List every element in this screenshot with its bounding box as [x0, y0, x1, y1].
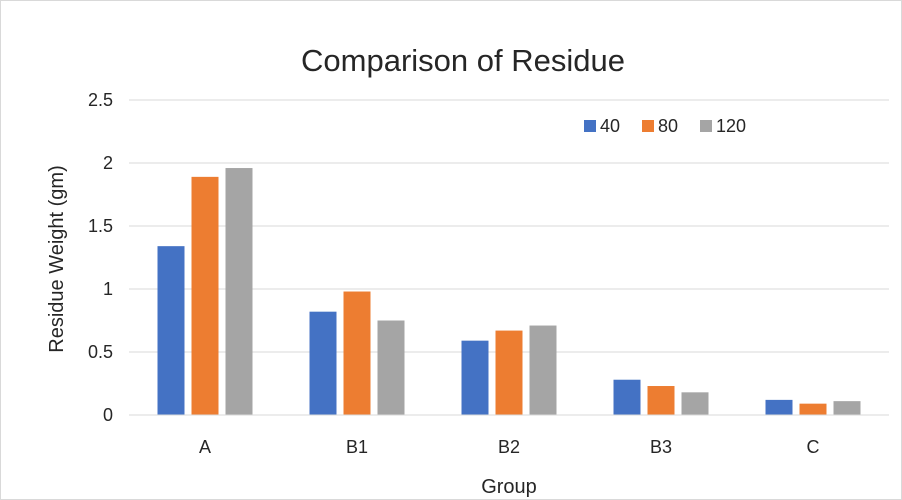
y-tick-label: 0 [103, 405, 113, 425]
bar-B2-80 [495, 330, 523, 415]
legend-swatch [700, 120, 712, 132]
y-tick-label: 2 [103, 153, 113, 173]
legend-swatch [642, 120, 654, 132]
bar-B3-80 [647, 386, 675, 415]
x-axis-title: Group [481, 476, 537, 498]
bar-B3-40 [613, 379, 641, 415]
bar-B1-40 [309, 311, 337, 415]
y-tick-label: 1 [103, 279, 113, 299]
y-axis-ticks: 0 0.5 1 1.5 2 2.5 [88, 90, 113, 425]
legend-label: 80 [658, 116, 678, 136]
y-axis-title: Residue Weight (gm) [46, 165, 68, 352]
bar-A-40 [157, 246, 185, 415]
legend-label: 120 [716, 116, 746, 136]
x-tick-label: B1 [346, 437, 368, 457]
legend-label: 40 [600, 116, 620, 136]
x-tick-label: B2 [498, 437, 520, 457]
gridlines [129, 99, 889, 353]
bar-C-80 [799, 403, 827, 415]
bar-A-120 [225, 168, 253, 415]
legend: 40 80 120 [584, 116, 746, 136]
bar-B1-80 [343, 291, 371, 415]
chart-title: Comparison of Residue [301, 43, 625, 78]
bar-B2-40 [461, 340, 489, 415]
y-tick-label: 1.5 [88, 216, 113, 236]
x-tick-label: B3 [650, 437, 672, 457]
bar-A-80 [191, 176, 219, 415]
bar-B2-120 [529, 325, 557, 415]
legend-swatch [584, 120, 596, 132]
bar-C-40 [765, 399, 793, 415]
bar-B1-120 [377, 320, 405, 415]
x-axis-ticks: A B1 B2 B3 C [199, 437, 820, 457]
bar-B3-120 [681, 392, 709, 415]
bar-C-120 [833, 401, 861, 415]
x-tick-label: A [199, 437, 211, 457]
x-tick-label: C [807, 437, 820, 457]
bars [157, 168, 861, 415]
y-tick-label: 0.5 [88, 342, 113, 362]
y-tick-label: 2.5 [88, 90, 113, 110]
